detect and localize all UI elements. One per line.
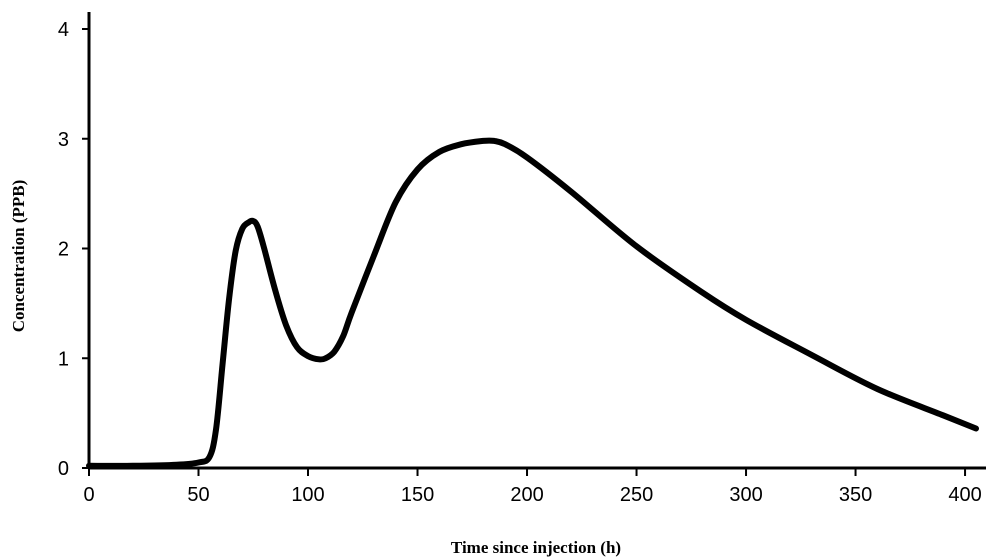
y-tick-label: 4 — [58, 19, 69, 41]
series-layer — [86, 137, 979, 469]
x-ticks: 0 50 100 150 200 250 300 350 400 — [83, 468, 982, 506]
x-tick-label: 200 — [510, 484, 543, 506]
axes — [87, 12, 986, 470]
y-tick-label: 3 — [58, 129, 69, 151]
x-tick-label: 50 — [187, 484, 209, 506]
x-tick-label: 150 — [401, 484, 434, 506]
x-tick-label: 350 — [839, 484, 872, 506]
concentration-series-line — [86, 137, 979, 469]
x-tick-label: 300 — [729, 484, 762, 506]
y-tick-label: 2 — [58, 239, 69, 261]
x-tick-label: 100 — [291, 484, 324, 506]
x-tick-label: 400 — [948, 484, 981, 506]
y-tick-label: 1 — [58, 348, 69, 370]
y-ticks: 0 1 2 3 4 — [58, 19, 89, 480]
y-axis-label: Concentration (PPB) — [9, 180, 28, 333]
x-tick-label: 0 — [83, 484, 94, 506]
x-axis-label: Time since injection (h) — [451, 538, 621, 557]
x-tick-label: 250 — [620, 484, 653, 506]
y-tick-label: 0 — [58, 458, 69, 480]
